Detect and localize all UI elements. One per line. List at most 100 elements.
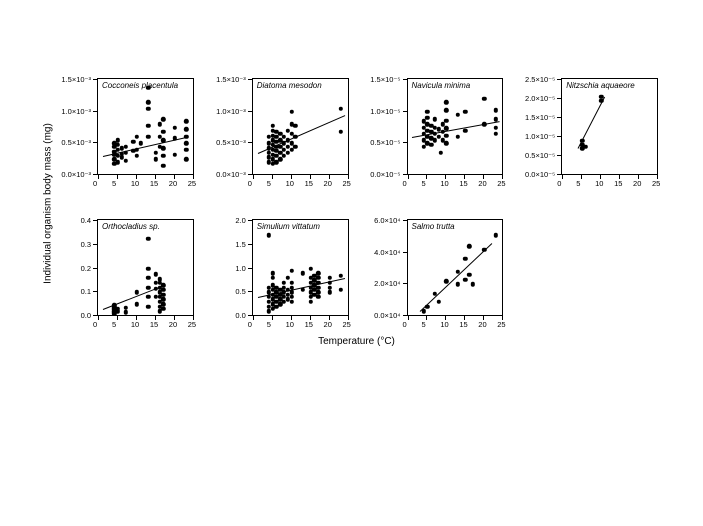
x-tick-label: 10 (131, 179, 139, 188)
data-point (270, 271, 274, 275)
data-point (482, 97, 486, 101)
data-point (161, 292, 165, 296)
data-point (161, 302, 165, 306)
plot-area: Navicula minima (407, 78, 504, 175)
data-point (289, 290, 293, 294)
x-tick-label: 15 (305, 179, 313, 188)
y-tick-label: 0.0×10⁻⁵ (365, 170, 401, 179)
y-axis-label-text: Individual organism body mass (mg) (43, 84, 54, 324)
y-tick-label: 0.5 (210, 287, 246, 296)
data-point (161, 146, 165, 150)
data-point (146, 276, 150, 280)
x-tick-label: 5 (267, 179, 271, 188)
data-point (135, 135, 139, 139)
panel: Navicula minima05101520250.0×10⁻⁵0.5×10⁻… (365, 78, 504, 189)
data-point (301, 271, 305, 275)
y-tick-label: 1.5×10⁻³ (55, 75, 91, 84)
y-tick-label: 1.5 (210, 240, 246, 249)
panel-title: Salmo trutta (412, 222, 455, 231)
data-point (433, 138, 437, 142)
data-point (421, 144, 425, 148)
x-tick-label: 15 (150, 320, 158, 329)
x-tick-label: 15 (305, 320, 313, 329)
data-point (471, 282, 475, 286)
x-tick-label: 10 (286, 320, 294, 329)
data-point (433, 117, 437, 121)
data-point (123, 305, 127, 309)
y-tick (403, 220, 407, 221)
y-tick-label: 1.0×10⁻³ (210, 107, 246, 116)
data-point (493, 108, 497, 112)
x-tick-label: 25 (497, 320, 505, 329)
y-tick (557, 136, 561, 137)
data-point (161, 307, 165, 311)
data-point (493, 233, 497, 237)
x-tick-label: 5 (421, 320, 425, 329)
data-point (289, 300, 293, 304)
x-tick-label: 25 (188, 320, 196, 329)
x-tick-label: 20 (478, 179, 486, 188)
data-point (421, 309, 425, 313)
panel: Nitzschia aquaeore05101520250.0×10⁻⁵0.5×… (519, 78, 658, 189)
data-point (161, 117, 165, 121)
data-point (278, 157, 282, 161)
data-point (123, 159, 127, 163)
x-tick-label: 20 (633, 179, 641, 188)
data-point (467, 273, 471, 277)
data-point (161, 163, 165, 167)
data-point (425, 109, 429, 113)
data-point (154, 157, 158, 161)
data-point (173, 153, 177, 157)
data-point (439, 151, 443, 155)
data-point (116, 160, 120, 164)
y-tick-label: 2.0×10⁴ (365, 279, 401, 288)
figure-grid: Cocconeis placentula05101520250.0×10⁻³0.… (55, 78, 658, 330)
y-tick (403, 283, 407, 284)
y-tick (93, 268, 97, 269)
y-tick-label: 0.2 (55, 264, 91, 273)
y-tick-label: 0.0×10⁻³ (210, 170, 246, 179)
data-point (456, 135, 460, 139)
y-tick (93, 220, 97, 221)
data-point (444, 108, 448, 112)
data-point (339, 106, 343, 110)
x-tick-label: 20 (169, 179, 177, 188)
y-tick-label: 0.5×10⁻⁵ (365, 138, 401, 147)
x-tick-label: 0 (93, 320, 97, 329)
data-point (339, 288, 343, 292)
x-tick (117, 175, 118, 179)
y-tick (403, 315, 407, 316)
y-tick-label: 0.0 (210, 311, 246, 320)
data-point (184, 141, 188, 145)
y-tick-label: 0.3 (55, 240, 91, 249)
data-point (146, 266, 150, 270)
data-point (146, 135, 150, 139)
x-tick-label: 25 (188, 179, 196, 188)
data-point (444, 134, 448, 138)
panel: Diatoma mesodon05101520250.0×10⁻³0.5×10⁻… (210, 78, 349, 189)
y-tick (557, 174, 561, 175)
y-tick (248, 268, 252, 269)
data-point (463, 257, 467, 261)
x-tick-label: 10 (440, 179, 448, 188)
data-point (308, 300, 312, 304)
data-point (429, 142, 433, 146)
y-tick (248, 174, 252, 175)
panel-title: Navicula minima (412, 81, 471, 90)
data-point (463, 128, 467, 132)
y-tick-label: 0.1 (55, 287, 91, 296)
x-tick-label: 20 (169, 320, 177, 329)
y-tick (248, 220, 252, 221)
x-tick (98, 175, 99, 179)
y-tick (93, 79, 97, 80)
data-point (339, 273, 343, 277)
x-tick (408, 316, 409, 320)
data-point (293, 144, 297, 148)
x-tick-label: 20 (324, 179, 332, 188)
data-point (135, 154, 139, 158)
panel-title: Orthocladius sp. (102, 222, 160, 231)
data-point (301, 288, 305, 292)
y-tick-label: 0.0×10⁻³ (55, 170, 91, 179)
x-tick (98, 316, 99, 320)
data-point (289, 281, 293, 285)
